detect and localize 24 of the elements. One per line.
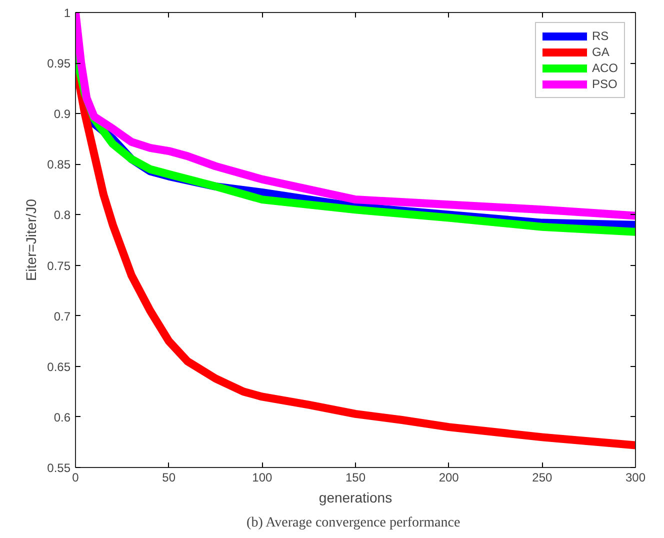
x-tick-label: 0: [72, 470, 80, 484]
y-tick-label: 0.55: [47, 461, 71, 475]
x-tick-label: 100: [252, 470, 273, 484]
legend-label: GA: [592, 45, 610, 59]
legend-label: RS: [592, 29, 610, 43]
x-tick-label: 150: [345, 470, 366, 484]
x-tick-label: 200: [438, 470, 460, 484]
y-tick-label: 0.85: [47, 158, 71, 172]
y-tick-label: 0.65: [47, 360, 71, 374]
y-tick-label: 0.8: [54, 208, 71, 222]
x-tick-label: 250: [532, 470, 553, 484]
legend-label: PSO: [592, 77, 618, 91]
legend-label: ACO: [592, 61, 618, 75]
x-tick-label: 300: [625, 470, 646, 484]
y-tick-label: 0.9: [54, 107, 71, 122]
x-tick-label: 50: [162, 470, 176, 484]
y-tick-label: 0.6: [54, 410, 71, 424]
y-tick-label: 0.75: [47, 258, 71, 273]
text: (b) Average convergence performance: [246, 516, 460, 530]
y-tick-label: 1: [64, 6, 71, 20]
y-axis-title: Eiter=Jiter/J0: [23, 198, 40, 282]
y-tick-label: 0.7: [54, 309, 71, 324]
y-tick-label: 0.95: [47, 56, 71, 71]
x-axis-title: generations: [318, 490, 392, 506]
